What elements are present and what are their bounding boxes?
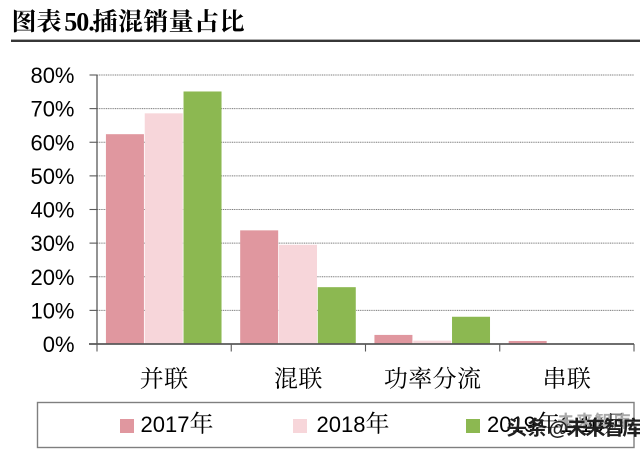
svg-text:@: @ xyxy=(549,418,569,440)
svg-text:10%: 10% xyxy=(30,298,74,323)
svg-text:20%: 20% xyxy=(30,265,74,290)
svg-text:80%: 80% xyxy=(30,63,74,88)
svg-text:70%: 70% xyxy=(30,97,74,122)
svg-text:30%: 30% xyxy=(30,231,74,256)
svg-text:0%: 0% xyxy=(43,332,75,357)
svg-text:2018: 2018 xyxy=(317,412,366,437)
svg-text:40%: 40% xyxy=(30,198,74,223)
svg-text:50%: 50% xyxy=(30,164,74,189)
svg-text:60%: 60% xyxy=(30,130,74,155)
svg-text:2017: 2017 xyxy=(141,412,190,437)
svg-text:50.: 50. xyxy=(64,8,94,37)
